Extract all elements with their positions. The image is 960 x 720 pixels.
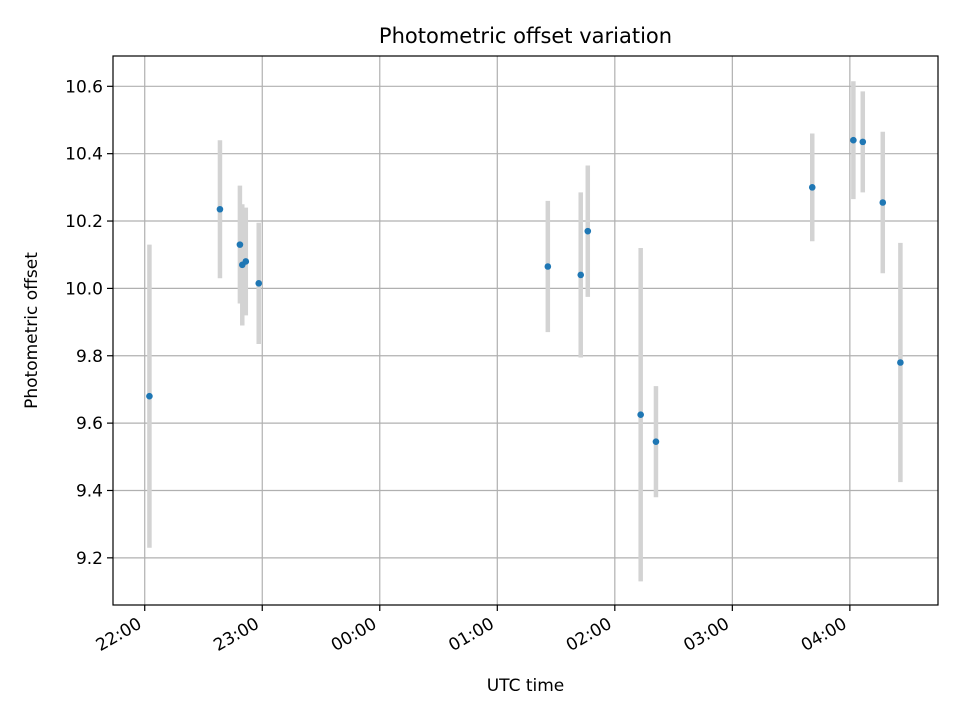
- y-tick-label: 9.6: [76, 414, 103, 434]
- data-point: [637, 411, 644, 419]
- y-tick-label: 9.2: [76, 549, 103, 569]
- data-point: [242, 258, 250, 265]
- x-axis-title: UTC time: [487, 676, 565, 696]
- data-point: [236, 241, 244, 248]
- data-point: [850, 136, 857, 144]
- data-point: [897, 359, 904, 366]
- data-points: [146, 136, 904, 445]
- y-tick-label: 10.2: [65, 212, 103, 232]
- y-tick-label: 10.0: [65, 279, 103, 299]
- data-point: [808, 184, 816, 191]
- data-point: [577, 271, 585, 279]
- data-point: [652, 438, 660, 445]
- y-tick-label: 10.6: [65, 77, 103, 97]
- data-point: [255, 280, 263, 287]
- grid: [113, 56, 938, 605]
- y-tick-label: 9.4: [76, 481, 103, 501]
- data-point: [879, 199, 887, 206]
- y-tick-label: 9.8: [76, 347, 103, 367]
- data-point: [216, 205, 224, 213]
- chart-title: Photometric offset variation: [379, 24, 672, 48]
- data-point: [146, 392, 153, 400]
- plot-frame: [112, 55, 939, 606]
- data-point: [584, 227, 592, 235]
- data-point: [859, 138, 867, 146]
- y-axis-title: Photometric offset: [22, 252, 42, 409]
- data-point: [544, 263, 552, 270]
- y-tick-label: 10.4: [65, 145, 103, 165]
